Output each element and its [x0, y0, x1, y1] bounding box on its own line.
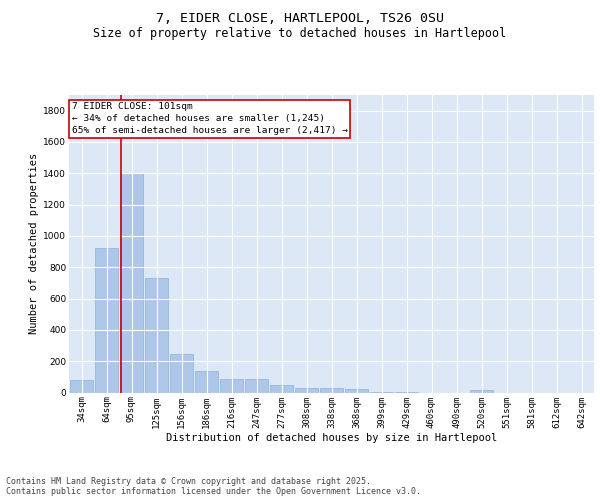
Text: Size of property relative to detached houses in Hartlepool: Size of property relative to detached ho… — [94, 28, 506, 40]
Text: Contains public sector information licensed under the Open Government Licence v3: Contains public sector information licen… — [6, 487, 421, 496]
Text: 7 EIDER CLOSE: 101sqm
← 34% of detached houses are smaller (1,245)
65% of semi-d: 7 EIDER CLOSE: 101sqm ← 34% of detached … — [71, 102, 347, 135]
Bar — [120, 174, 143, 392]
Bar — [170, 354, 193, 393]
Bar — [95, 248, 118, 392]
X-axis label: Distribution of detached houses by size in Hartlepool: Distribution of detached houses by size … — [166, 433, 497, 443]
Y-axis label: Number of detached properties: Number of detached properties — [29, 153, 39, 334]
Bar — [70, 380, 93, 392]
Bar — [270, 384, 293, 392]
Bar — [145, 278, 168, 392]
Bar — [470, 390, 493, 392]
Bar — [195, 370, 218, 392]
Bar — [295, 388, 318, 392]
Bar — [320, 388, 343, 392]
Text: 7, EIDER CLOSE, HARTLEPOOL, TS26 0SU: 7, EIDER CLOSE, HARTLEPOOL, TS26 0SU — [156, 12, 444, 26]
Bar — [245, 379, 268, 392]
Bar — [345, 390, 368, 392]
Bar — [220, 379, 243, 392]
Text: Contains HM Land Registry data © Crown copyright and database right 2025.: Contains HM Land Registry data © Crown c… — [6, 477, 371, 486]
